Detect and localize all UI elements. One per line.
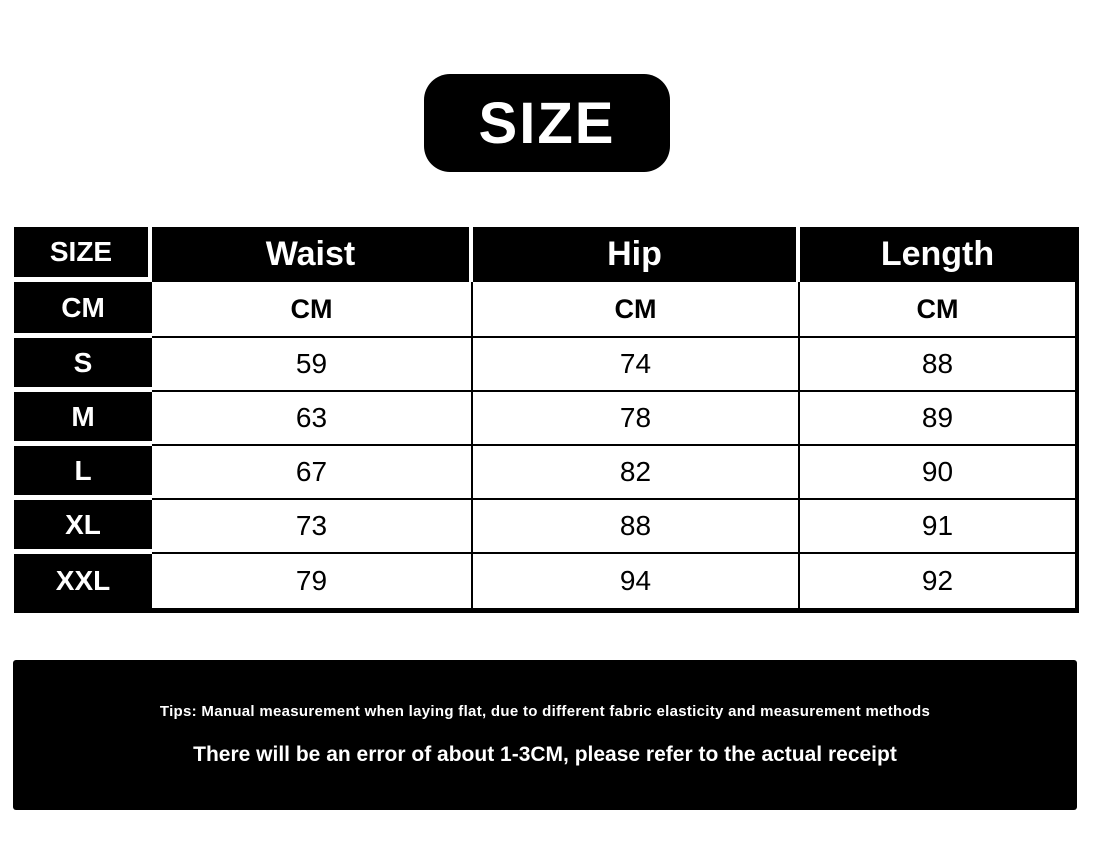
length-value-cell: 91: [800, 500, 1075, 554]
unit-cell-size: CM: [14, 282, 152, 338]
error-note-line: There will be an error of about 1-3CM, p…: [193, 743, 897, 766]
size-label-cell: XXL: [14, 554, 152, 608]
length-value-cell: 88: [800, 338, 1075, 392]
size-label-cell: M: [14, 392, 152, 446]
header-cell-hip: Hip: [473, 227, 800, 282]
header-cell-size: SIZE: [14, 227, 152, 282]
waist-value-cell: 67: [152, 446, 473, 500]
unit-cell-waist: CM: [152, 282, 473, 338]
size-label-cell: XL: [14, 500, 152, 554]
hip-value-cell: 74: [473, 338, 800, 392]
hip-value-cell: 88: [473, 500, 800, 554]
unit-cell-length: CM: [800, 282, 1075, 338]
header-cell-waist: Waist: [152, 227, 473, 282]
tips-line: Tips: Manual measurement when laying fla…: [159, 703, 931, 720]
waist-value-cell: 63: [152, 392, 473, 446]
unit-cell-hip: CM: [473, 282, 800, 338]
measurement-tips-bar: Tips: Manual measurement when laying fla…: [13, 660, 1077, 810]
size-chart-table: SIZE Waist Hip Length CM CM CM CM S 59 7…: [14, 227, 1079, 613]
length-value-cell: 92: [800, 554, 1075, 608]
waist-value-cell: 79: [152, 554, 473, 608]
size-title-label: SIZE: [478, 90, 616, 156]
hip-value-cell: 94: [473, 554, 800, 608]
size-label-cell: L: [14, 446, 152, 500]
size-label-cell: S: [14, 338, 152, 392]
hip-value-cell: 78: [473, 392, 800, 446]
length-value-cell: 89: [800, 392, 1075, 446]
header-cell-length: Length: [800, 227, 1075, 282]
waist-value-cell: 73: [152, 500, 473, 554]
size-title-badge: SIZE: [424, 74, 670, 172]
hip-value-cell: 82: [473, 446, 800, 500]
waist-value-cell: 59: [152, 338, 473, 392]
length-value-cell: 90: [800, 446, 1075, 500]
